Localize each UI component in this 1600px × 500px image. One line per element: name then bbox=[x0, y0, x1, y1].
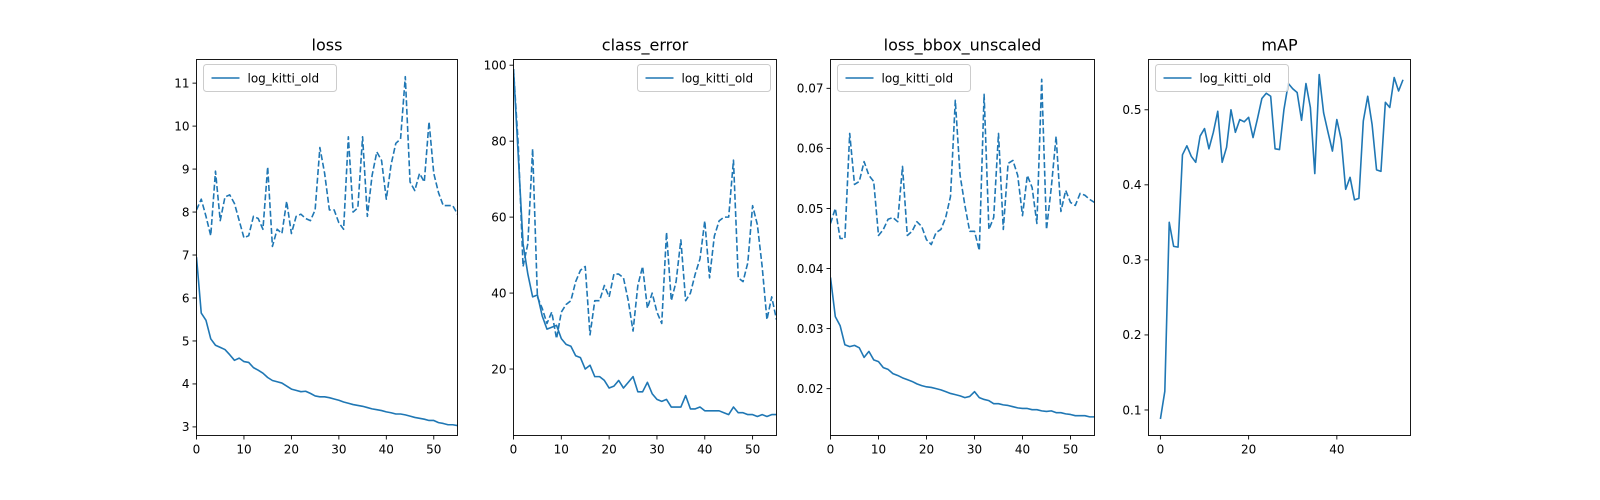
legend-box bbox=[1155, 64, 1289, 92]
legend-box bbox=[837, 64, 971, 92]
y-tick-label: 9 bbox=[182, 162, 190, 176]
chart-title: loss bbox=[312, 36, 343, 55]
legend-box bbox=[637, 64, 771, 92]
x-tick-label: 0 bbox=[1157, 443, 1165, 457]
series-line-solid bbox=[830, 277, 1095, 418]
legend-label: log_kitti_old bbox=[248, 71, 320, 85]
y-tick-label: 7 bbox=[182, 248, 190, 262]
chart-panel-3: 0 20 40 0.1 0.2 0.3 0.4 0.5 mAP log_kitti_old bbox=[1122, 36, 1411, 457]
x-tick-label: 20 bbox=[919, 443, 934, 457]
x-tick-label: 30 bbox=[649, 443, 664, 457]
chart-title: mAP bbox=[1261, 36, 1298, 55]
chart-title: class_error bbox=[602, 36, 689, 56]
y-tick-label: 0.04 bbox=[797, 262, 824, 276]
y-tick-label: 60 bbox=[491, 210, 506, 224]
chart-panel-0: 0 10 20 30 40 50 3 4 5 6 7 8 9 10 11 loss log_kitti_old bbox=[174, 36, 458, 457]
y-tick-label: 0.06 bbox=[797, 142, 824, 156]
y-tick-label: 4 bbox=[182, 377, 190, 391]
y-tick-label: 10 bbox=[174, 119, 189, 133]
y-tick-label: 20 bbox=[491, 362, 506, 376]
y-tick-label: 0.07 bbox=[797, 82, 824, 96]
legend: log_kitti_old bbox=[1155, 64, 1289, 92]
y-tick-label: 0.02 bbox=[797, 382, 824, 396]
chart-panel-2: 0 10 20 30 40 50 0.02 0.03 0.04 0.05 0.06 0.07 loss_… bbox=[797, 36, 1095, 457]
x-tick-label: 10 bbox=[236, 443, 251, 457]
x-tick-label: 20 bbox=[1241, 443, 1256, 457]
x-tick-label: 0 bbox=[510, 443, 518, 457]
y-tick-label: 11 bbox=[174, 76, 189, 90]
x-tick-label: 10 bbox=[554, 443, 569, 457]
x-tick-label: 0 bbox=[827, 443, 835, 457]
legend: log_kitti_old bbox=[637, 64, 771, 92]
chart-title: loss_bbox_unscaled bbox=[884, 36, 1042, 56]
legend-box bbox=[203, 64, 337, 92]
y-tick-label: 0.1 bbox=[1122, 403, 1141, 417]
y-tick-label: 3 bbox=[182, 420, 190, 434]
x-tick-label: 0 bbox=[193, 443, 201, 457]
y-tick-label: 100 bbox=[484, 58, 507, 72]
y-tick-label: 40 bbox=[491, 286, 506, 300]
x-tick-label: 40 bbox=[379, 443, 394, 457]
legend: log_kitti_old bbox=[837, 64, 971, 92]
legend-label: log_kitti_old bbox=[682, 71, 754, 85]
x-tick-label: 30 bbox=[331, 443, 346, 457]
series-line-solid bbox=[1159, 73, 1404, 420]
x-tick-label: 40 bbox=[1015, 443, 1030, 457]
series-line-solid bbox=[513, 68, 777, 418]
y-tick-label: 8 bbox=[182, 205, 190, 219]
y-tick-label: 0.03 bbox=[797, 322, 824, 336]
y-tick-label: 0.3 bbox=[1122, 253, 1141, 267]
axes-frame bbox=[1148, 59, 1411, 436]
legend-label: log_kitti_old bbox=[1200, 71, 1272, 85]
series-line-solid bbox=[196, 257, 458, 427]
x-tick-label: 50 bbox=[745, 443, 760, 457]
axes-frame bbox=[513, 59, 777, 436]
y-tick-label: 80 bbox=[491, 134, 506, 148]
y-tick-label: 0.2 bbox=[1122, 328, 1141, 342]
x-tick-label: 40 bbox=[1329, 443, 1344, 457]
x-tick-label: 30 bbox=[967, 443, 982, 457]
series-line-dashed bbox=[513, 68, 777, 340]
y-tick-label: 6 bbox=[182, 291, 190, 305]
y-tick-label: 5 bbox=[182, 334, 190, 348]
x-tick-label: 50 bbox=[1063, 443, 1078, 457]
axes-frame bbox=[830, 59, 1095, 436]
x-tick-label: 40 bbox=[697, 443, 712, 457]
axes-frame bbox=[196, 59, 458, 436]
y-tick-label: 0.4 bbox=[1122, 178, 1141, 192]
chart-panel-1: 0 10 20 30 40 50 20 40 60 80 100 class_error log_kit… bbox=[484, 36, 777, 457]
x-tick-label: 20 bbox=[284, 443, 299, 457]
series-line-dashed bbox=[196, 75, 458, 248]
legend-label: log_kitti_old bbox=[882, 71, 954, 85]
x-tick-label: 10 bbox=[871, 443, 886, 457]
series-line-dashed bbox=[830, 78, 1095, 252]
y-tick-label: 0.5 bbox=[1122, 103, 1141, 117]
x-tick-label: 20 bbox=[601, 443, 616, 457]
x-tick-label: 50 bbox=[426, 443, 441, 457]
legend: log_kitti_old bbox=[203, 64, 337, 92]
y-tick-label: 0.05 bbox=[797, 202, 824, 216]
